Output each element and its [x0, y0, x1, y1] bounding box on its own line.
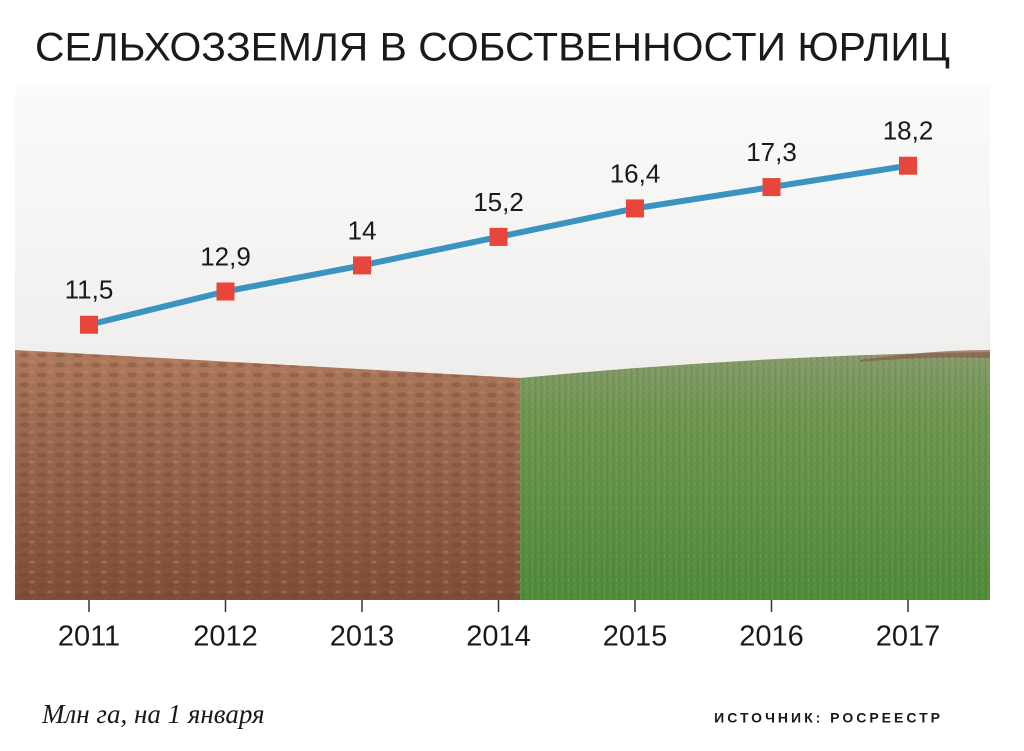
marker: [762, 178, 781, 197]
x-tick-label: 2011: [58, 621, 120, 653]
value-label: 17,3: [746, 137, 797, 167]
x-tick-label: 2017: [876, 621, 941, 653]
value-label: 12,9: [200, 241, 251, 271]
value-label: 11,5: [65, 275, 114, 305]
x-tick-label: 2012: [193, 621, 258, 653]
value-label: 18,2: [883, 116, 934, 146]
chart-title: СЕЛЬХОЗЗЕМЛЯ В СОБСТВЕННОСТИ ЮРЛИЦ: [35, 26, 950, 70]
marker: [80, 315, 98, 334]
marker: [489, 227, 508, 246]
background-photo: [15, 85, 990, 600]
source: ИСТОЧНИК: РОСРЕЕСТР: [714, 710, 943, 726]
x-tick-label: 2013: [330, 621, 395, 653]
value-label: 15,2: [473, 187, 524, 217]
subtitle: Млн га, на 1 января: [41, 699, 265, 729]
x-tick-label: 2016: [739, 621, 804, 653]
value-label: 14: [348, 215, 377, 245]
marker: [216, 282, 235, 301]
marker: [626, 199, 644, 218]
marker: [353, 256, 371, 275]
marker: [899, 156, 917, 175]
x-tick-label: 2014: [466, 621, 531, 653]
value-label: 16,4: [610, 158, 661, 188]
x-tick-label: 2015: [603, 621, 668, 653]
